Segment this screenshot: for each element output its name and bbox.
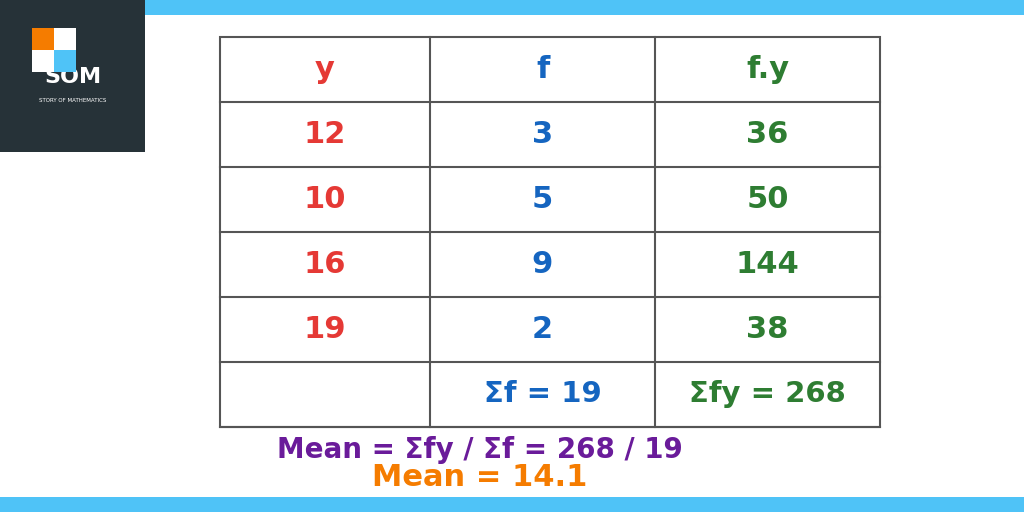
Text: Mean = 14.1: Mean = 14.1 xyxy=(373,462,588,492)
FancyBboxPatch shape xyxy=(32,28,54,50)
Text: f.y: f.y xyxy=(745,55,790,84)
FancyBboxPatch shape xyxy=(54,28,76,50)
Text: 12: 12 xyxy=(304,120,346,149)
Text: 3: 3 xyxy=(531,120,553,149)
FancyBboxPatch shape xyxy=(0,0,145,152)
Text: 19: 19 xyxy=(304,315,346,344)
Text: 38: 38 xyxy=(746,315,788,344)
FancyBboxPatch shape xyxy=(54,50,76,72)
Text: Σf = 19: Σf = 19 xyxy=(483,380,601,409)
Text: 16: 16 xyxy=(304,250,346,279)
Text: STORY OF MATHEMATICS: STORY OF MATHEMATICS xyxy=(39,97,106,102)
FancyBboxPatch shape xyxy=(32,50,54,72)
Text: 9: 9 xyxy=(531,250,553,279)
Text: 50: 50 xyxy=(746,185,788,214)
Text: 144: 144 xyxy=(735,250,800,279)
Text: 10: 10 xyxy=(304,185,346,214)
FancyBboxPatch shape xyxy=(0,497,1024,512)
Text: SOM: SOM xyxy=(44,67,101,87)
FancyBboxPatch shape xyxy=(0,0,1024,15)
Text: 2: 2 xyxy=(531,315,553,344)
FancyBboxPatch shape xyxy=(220,37,880,427)
Text: 36: 36 xyxy=(746,120,788,149)
Text: 5: 5 xyxy=(531,185,553,214)
Text: Mean = Σfy / Σf = 268 / 19: Mean = Σfy / Σf = 268 / 19 xyxy=(278,436,683,464)
Text: Σfy = 268: Σfy = 268 xyxy=(689,380,846,409)
Text: f: f xyxy=(536,55,549,84)
Text: y: y xyxy=(315,55,335,84)
